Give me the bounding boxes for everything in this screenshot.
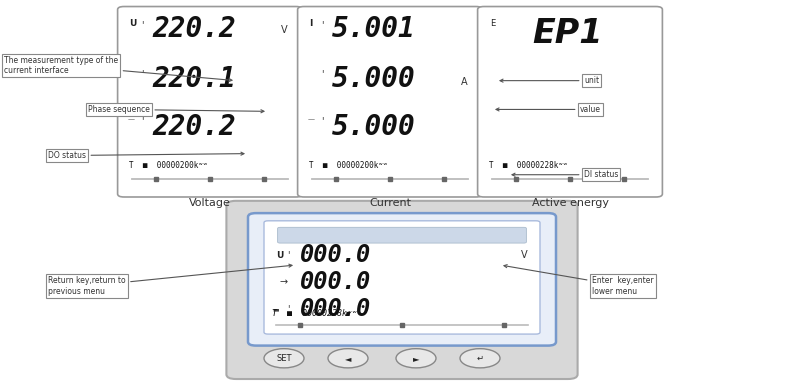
FancyBboxPatch shape <box>264 221 540 334</box>
Text: T  ■  00000228kʷʷ: T ■ 00000228kʷʷ <box>272 309 357 318</box>
Text: 000.0: 000.0 <box>300 270 371 294</box>
Text: Current: Current <box>369 198 411 208</box>
Text: 5.000: 5.000 <box>332 113 416 141</box>
Text: ': ' <box>287 250 290 260</box>
Text: ▬: ▬ <box>273 306 279 312</box>
Text: SET: SET <box>276 354 292 363</box>
Text: ': ' <box>142 69 144 79</box>
Text: I: I <box>310 19 313 28</box>
Circle shape <box>264 349 304 368</box>
Text: Voltage: Voltage <box>189 198 231 208</box>
Text: T  ■  00000228kʷʷ: T ■ 00000228kʷʷ <box>489 161 567 170</box>
Text: ': ' <box>322 20 324 30</box>
Text: ': ' <box>142 20 144 30</box>
Text: U: U <box>276 251 283 260</box>
Text: Return key,return to
previous menu: Return key,return to previous menu <box>48 264 292 296</box>
Text: The measurement type of the
current interface: The measurement type of the current inte… <box>4 56 232 81</box>
FancyBboxPatch shape <box>118 7 302 197</box>
FancyBboxPatch shape <box>226 201 578 379</box>
FancyBboxPatch shape <box>248 213 556 346</box>
Text: →: → <box>279 277 287 287</box>
Text: unit: unit <box>500 76 599 85</box>
Text: Phase sequence: Phase sequence <box>88 105 264 114</box>
Text: ►: ► <box>413 354 419 363</box>
Text: A: A <box>462 77 468 87</box>
Text: 000.0: 000.0 <box>300 297 371 321</box>
Circle shape <box>460 349 500 368</box>
Circle shape <box>328 349 368 368</box>
Text: E: E <box>490 19 496 28</box>
Text: ': ' <box>142 116 144 126</box>
Text: ': ' <box>322 69 324 79</box>
Text: 5.001: 5.001 <box>332 15 416 43</box>
Text: value: value <box>496 105 601 114</box>
Text: —: — <box>307 116 314 122</box>
Text: 000.0: 000.0 <box>300 243 371 267</box>
Text: ◄: ◄ <box>345 354 351 363</box>
Text: 5.000: 5.000 <box>332 65 416 93</box>
Text: —: — <box>127 116 134 122</box>
Circle shape <box>396 349 436 368</box>
Text: T  ■  00000200kʷʷ: T ■ 00000200kʷʷ <box>129 161 207 170</box>
Text: 220.1: 220.1 <box>152 65 236 93</box>
Text: ': ' <box>322 116 324 126</box>
Text: U: U <box>130 19 137 28</box>
Text: DI status: DI status <box>512 170 618 179</box>
Text: Active energy: Active energy <box>531 198 609 208</box>
Text: ': ' <box>287 304 290 314</box>
Text: T  ■  00000200kʷʷ: T ■ 00000200kʷʷ <box>309 161 387 170</box>
Text: V: V <box>522 250 528 260</box>
Text: Enter  key,enter
lower menu: Enter key,enter lower menu <box>504 265 654 296</box>
Text: V: V <box>282 25 288 35</box>
Text: 220.2: 220.2 <box>152 15 236 43</box>
Text: DO status: DO status <box>48 151 244 160</box>
Text: ↵: ↵ <box>477 354 483 363</box>
FancyBboxPatch shape <box>478 7 662 197</box>
FancyBboxPatch shape <box>298 7 482 197</box>
Text: EP1: EP1 <box>532 17 602 50</box>
FancyBboxPatch shape <box>278 227 526 243</box>
Text: 220.2: 220.2 <box>152 113 236 141</box>
